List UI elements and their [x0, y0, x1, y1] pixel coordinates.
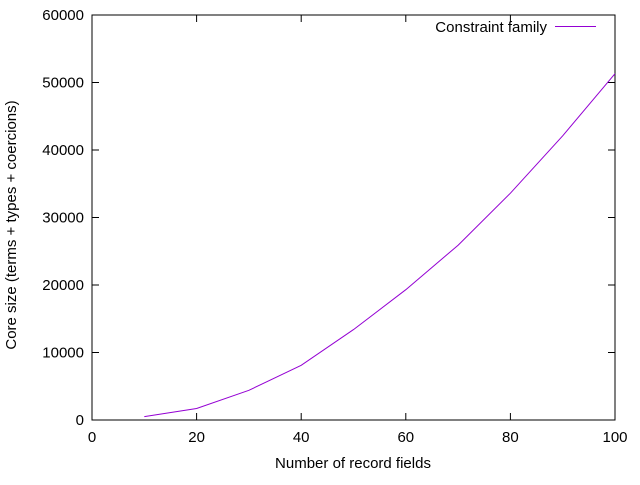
- x-tick-label: 100: [602, 429, 627, 446]
- y-tick-label: 30000: [42, 210, 84, 227]
- legend-label: Constraint family: [435, 19, 547, 36]
- y-axis-tick-labels: 0 10000 20000 30000 40000 50000 60000: [42, 7, 84, 429]
- y-axis-title: Core size (terms + types + coercions): [3, 100, 20, 349]
- x-axis-title: Number of record fields: [275, 455, 431, 472]
- y-tick-label: 60000: [42, 7, 84, 24]
- x-tick-label: 20: [188, 429, 205, 446]
- x-axis-ticks: [91, 15, 616, 420]
- x-tick-label: 80: [502, 429, 519, 446]
- y-axis-ticks: [92, 14, 615, 421]
- y-tick-label: 40000: [42, 142, 84, 159]
- x-tick-label: 0: [88, 429, 96, 446]
- x-axis-tick-labels: 0 20 40 60 80 100: [88, 429, 628, 446]
- series-line-constraint-family: [144, 73, 616, 418]
- y-tick-label: 20000: [42, 277, 84, 294]
- y-tick-label: 50000: [42, 75, 84, 92]
- x-tick-label: 60: [397, 429, 414, 446]
- y-tick-label: 10000: [42, 345, 84, 362]
- plot-area-border: [91, 14, 616, 421]
- y-tick-label: 0: [76, 412, 84, 429]
- x-tick-label: 40: [293, 429, 310, 446]
- legend: Constraint family: [435, 19, 596, 36]
